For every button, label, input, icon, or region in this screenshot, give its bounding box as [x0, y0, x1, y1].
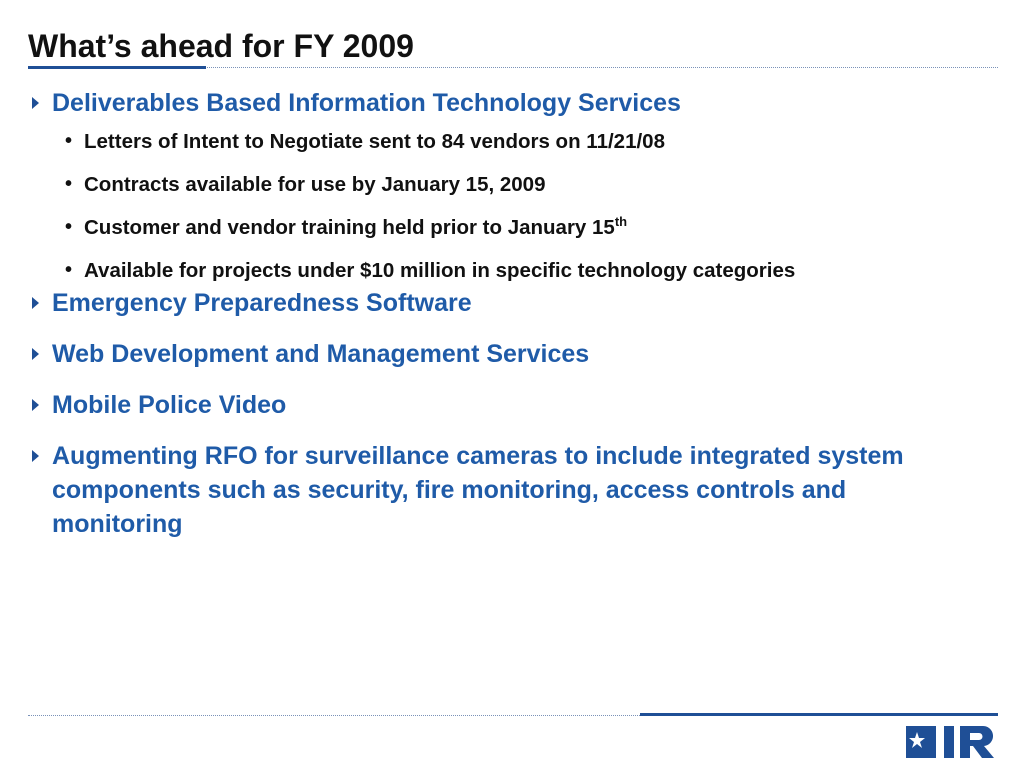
dot-bullet-icon: •	[65, 259, 73, 281]
dir-logo	[906, 725, 994, 758]
bullet-text: Emergency Preparedness Software	[52, 289, 472, 317]
texas-star-icon	[909, 732, 925, 748]
sub-bullet-text: Letters of Intent to Negotiate sent to 8…	[84, 130, 665, 153]
dot-bullet-icon: •	[65, 173, 73, 195]
bullet-text: Augmenting RFO for surveillance cameras …	[52, 442, 904, 538]
sub-bullet-item: • Customer and vendor training held prio…	[30, 214, 990, 241]
arrow-bullet-icon	[32, 348, 39, 360]
arrow-bullet-icon	[32, 450, 39, 462]
sub-bullet-text: Contracts available for use by January 1…	[84, 173, 546, 196]
arrow-bullet-icon	[32, 297, 39, 309]
logo-r-block	[960, 725, 994, 758]
slide-content: Deliverables Based Information Technolog…	[30, 86, 990, 541]
bullet-item: Augmenting RFO for surveillance cameras …	[30, 439, 932, 541]
sub-bullet-text: Customer and vendor training held prior …	[84, 216, 615, 239]
bullet-item: Emergency Preparedness Software	[30, 286, 990, 320]
sub-bullet-list: • Letters of Intent to Negotiate sent to…	[30, 128, 990, 284]
title-divider-accent	[28, 66, 206, 69]
logo-i-block	[944, 726, 954, 758]
sub-bullet-item: • Contracts available for use by January…	[30, 171, 990, 198]
footer-divider-accent	[640, 713, 998, 716]
dot-bullet-icon: •	[65, 216, 73, 238]
bullet-text: Web Development and Management Services	[52, 340, 590, 368]
arrow-bullet-icon	[32, 97, 39, 109]
arrow-bullet-icon	[32, 399, 39, 411]
sub-bullet-text: Available for projects under $10 million…	[84, 259, 796, 282]
ordinal-suffix: th	[614, 214, 628, 229]
title-divider	[28, 67, 998, 68]
sub-bullet-item: • Letters of Intent to Negotiate sent to…	[30, 128, 990, 155]
bullet-item: Mobile Police Video	[30, 388, 990, 422]
bullet-item: Deliverables Based Information Technolog…	[30, 86, 990, 120]
footer-divider	[28, 715, 998, 716]
bullet-item: Web Development and Management Services	[30, 337, 990, 371]
bullet-text: Deliverables Based Information Technolog…	[52, 89, 681, 117]
dot-bullet-icon: •	[65, 130, 73, 152]
slide-title: What’s ahead for FY 2009	[28, 28, 414, 64]
bullet-text: Mobile Police Video	[52, 391, 287, 419]
sub-bullet-item: • Available for projects under $10 milli…	[30, 257, 990, 284]
